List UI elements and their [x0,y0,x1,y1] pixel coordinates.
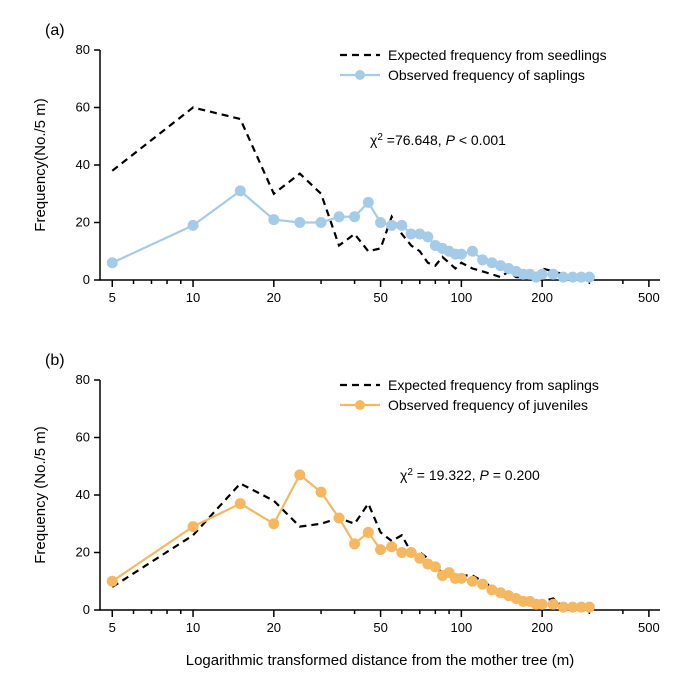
marker-observed [456,573,466,583]
marker-observed [397,548,407,558]
y-tick-label: 80 [76,372,90,387]
marker-observed [376,218,386,228]
marker-observed [334,513,344,523]
x-tick-label: 100 [451,290,473,305]
figure: (a)0204060805102050100200500Frequency(No… [0,0,700,700]
marker-observed [295,470,305,480]
marker-observed [235,499,245,509]
marker-observed [584,602,594,612]
marker-observed [456,249,466,259]
x-tick-label: 10 [186,620,200,635]
y-tick-label: 60 [76,100,90,115]
marker-observed [387,542,397,552]
series-observed [112,191,589,277]
stats-text: χ2 = 19.322, P = 0.200 [400,467,540,484]
y-tick-label: 40 [76,157,90,172]
marker-observed [478,579,488,589]
stats-text: χ2 =76.648, P < 0.001 [370,132,506,149]
marker-observed [376,545,386,555]
marker-observed [107,576,117,586]
x-tick-label: 10 [186,290,200,305]
legend-marker [355,400,365,410]
marker-observed [316,218,326,228]
legend-label: Expected frequency from seedlings [388,47,607,63]
y-tick-label: 0 [83,602,90,617]
legend-label: Observed frequency of saplings [388,67,585,83]
marker-observed [423,232,433,242]
marker-observed [295,218,305,228]
marker-observed [363,197,373,207]
marker-observed [478,255,488,265]
y-tick-label: 20 [76,215,90,230]
marker-observed [235,186,245,196]
marker-observed [107,258,117,268]
y-tick-label: 0 [83,272,90,287]
x-tick-label: 20 [267,290,281,305]
marker-observed [558,272,568,282]
marker-observed [584,272,594,282]
y-axis-title: Frequency(No./5 m) [32,98,49,231]
axes [100,380,660,610]
x-tick-label: 200 [531,290,553,305]
series-expected [112,108,589,281]
x-tick-label: 200 [531,620,553,635]
y-tick-label: 80 [76,42,90,57]
marker-observed [467,576,477,586]
marker-observed [269,215,279,225]
marker-observed [387,220,397,230]
marker-observed [334,212,344,222]
marker-observed [548,599,558,609]
marker-observed [406,548,416,558]
x-tick-label: 20 [267,620,281,635]
marker-observed [430,562,440,572]
marker-observed [363,527,373,537]
marker-observed [350,539,360,549]
x-tick-label: 5 [109,620,116,635]
marker-observed [558,602,568,612]
marker-observed [316,487,326,497]
marker-observed [188,522,198,532]
panel-label-b: (b) [45,352,65,369]
marker-observed [397,220,407,230]
marker-observed [548,269,558,279]
marker-observed [269,519,279,529]
axes [100,50,660,280]
legend-label: Observed frequency of juveniles [388,397,588,413]
y-tick-label: 20 [76,545,90,560]
x-tick-label: 500 [638,290,660,305]
x-tick-label: 100 [451,620,473,635]
marker-observed [467,246,477,256]
marker-observed [537,599,547,609]
y-tick-label: 40 [76,487,90,502]
x-tick-label: 500 [638,620,660,635]
legend-label: Expected frequency from saplings [388,377,599,393]
x-tick-label: 50 [373,620,387,635]
x-axis-title: Logarithmic transformed distance from th… [186,652,574,669]
marker-observed [188,220,198,230]
y-axis-title: Frequency (No./5 m) [32,426,49,564]
y-tick-label: 60 [76,430,90,445]
marker-observed [537,269,547,279]
x-tick-label: 50 [373,290,387,305]
x-tick-label: 5 [109,290,116,305]
marker-observed [350,212,360,222]
panel-label-a: (a) [45,22,65,39]
legend-marker [355,70,365,80]
